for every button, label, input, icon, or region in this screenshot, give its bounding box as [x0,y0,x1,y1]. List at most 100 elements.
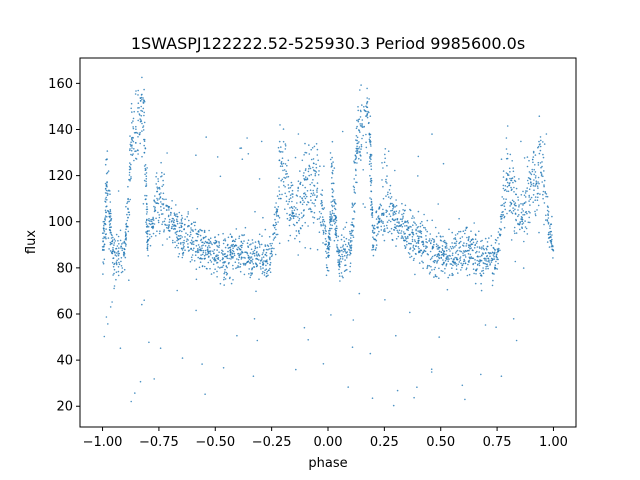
data-point [445,253,447,256]
data-point [313,211,316,214]
data-point [452,264,454,267]
data-point [304,192,306,194]
data-point [112,248,114,251]
data-point [521,220,523,222]
data-point [407,226,410,229]
data-point [536,199,539,201]
data-point [217,256,220,259]
data-point [352,229,354,232]
data-point [138,107,140,109]
data-point [105,158,107,161]
data-point [265,248,268,251]
data-point [354,154,357,156]
data-point [271,254,274,256]
data-point [510,179,513,182]
data-point [202,244,204,246]
data-point [510,186,512,189]
data-point [187,246,189,248]
data-point [125,225,128,227]
data-point [229,233,232,235]
data-point [463,258,466,261]
data-point [338,259,341,261]
data-point [395,334,397,337]
data-point [282,181,285,183]
data-point [346,257,348,259]
data-point [534,185,536,187]
data-point [175,233,178,236]
data-point [299,201,302,204]
data-point [260,140,263,143]
data-point [351,221,353,224]
data-point [449,246,452,248]
data-point [220,266,222,269]
data-point [485,265,488,268]
data-point [148,222,151,225]
data-point [153,223,156,225]
data-point [191,236,194,239]
data-point [249,261,251,264]
data-point [533,189,535,191]
data-point [523,157,526,159]
data-point [267,274,269,277]
data-point [142,203,145,205]
data-point [156,186,158,188]
data-point [462,254,465,257]
data-point [178,211,181,214]
data-point [519,222,521,224]
data-point [340,246,342,249]
data-point [257,241,260,243]
data-point [543,170,545,172]
data-point [321,221,324,223]
data-point [206,246,209,249]
data-point [342,246,344,248]
data-point [546,241,549,243]
data-point [460,269,462,271]
data-point [520,218,522,220]
data-point [406,220,409,223]
data-point [295,194,298,196]
data-point [146,211,148,213]
data-point [107,170,110,172]
data-point [502,210,504,213]
data-point [315,163,317,166]
data-point [528,171,531,173]
data-point [173,227,176,230]
data-point [147,230,149,232]
data-point [416,235,419,237]
data-point [445,265,448,267]
data-point [551,245,554,247]
data-point [362,203,365,205]
data-point [288,200,291,203]
data-point [194,228,197,231]
data-point [111,250,114,253]
data-point [311,147,314,149]
data-point [485,260,488,262]
data-point [269,267,271,270]
data-point [330,314,332,316]
data-point [504,185,507,187]
data-point [505,137,508,139]
data-point [322,242,324,244]
data-point [258,255,261,257]
data-point [118,243,120,245]
data-point [130,102,133,105]
data-point [280,179,283,182]
data-point [404,204,407,207]
data-point [248,273,250,275]
data-point [211,257,214,259]
data-point [186,238,188,240]
data-point [462,250,465,252]
data-point [263,260,265,262]
data-point [409,256,411,259]
data-point [349,265,352,268]
data-point [327,256,330,259]
data-point [462,230,465,232]
data-point [242,242,244,245]
data-point [357,152,359,154]
data-point [370,214,373,216]
data-point [224,255,226,258]
data-point [198,231,200,233]
data-point [399,218,402,220]
data-point [410,242,412,245]
data-point [478,246,481,248]
